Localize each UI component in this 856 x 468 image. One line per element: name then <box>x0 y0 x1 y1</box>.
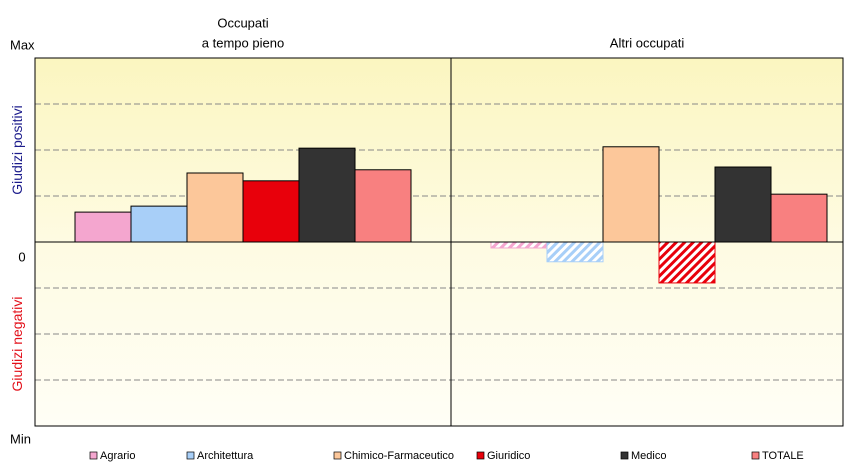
y-tick-label: 0 <box>18 249 25 264</box>
legend-label: Medico <box>631 450 666 462</box>
legend-label: Chimico-Farmaceutico <box>344 450 454 462</box>
bar <box>298 147 356 243</box>
bar <box>714 166 772 243</box>
legend-label: Architettura <box>197 450 254 462</box>
legend-swatch <box>476 451 485 460</box>
legend-swatch <box>620 451 629 460</box>
bar <box>130 205 188 243</box>
legend-swatch <box>333 451 342 460</box>
bar <box>242 180 300 243</box>
legend-label: Agrario <box>100 450 135 462</box>
legend-label: Giuridico <box>487 450 530 462</box>
legend-swatch <box>186 451 195 460</box>
y-tick-label: Max <box>10 37 35 52</box>
bar <box>658 241 716 284</box>
panel-title: Occupati <box>217 15 268 30</box>
bar <box>770 193 828 243</box>
y-tick-label: Min <box>10 431 31 446</box>
panel-title: Altri occupati <box>610 35 685 50</box>
bar <box>186 172 244 243</box>
legend-swatch <box>89 451 98 460</box>
bar <box>354 169 412 243</box>
bar <box>490 241 548 249</box>
legend-label: TOTALE <box>762 450 804 462</box>
bar <box>74 211 132 243</box>
negative-label: Giudizi negativi <box>9 297 25 392</box>
panel-title: a tempo pieno <box>202 35 284 50</box>
legend-swatch <box>751 451 760 460</box>
bar <box>602 146 660 243</box>
bar <box>546 241 604 263</box>
positive-label: Giudizi positivi <box>9 105 25 194</box>
